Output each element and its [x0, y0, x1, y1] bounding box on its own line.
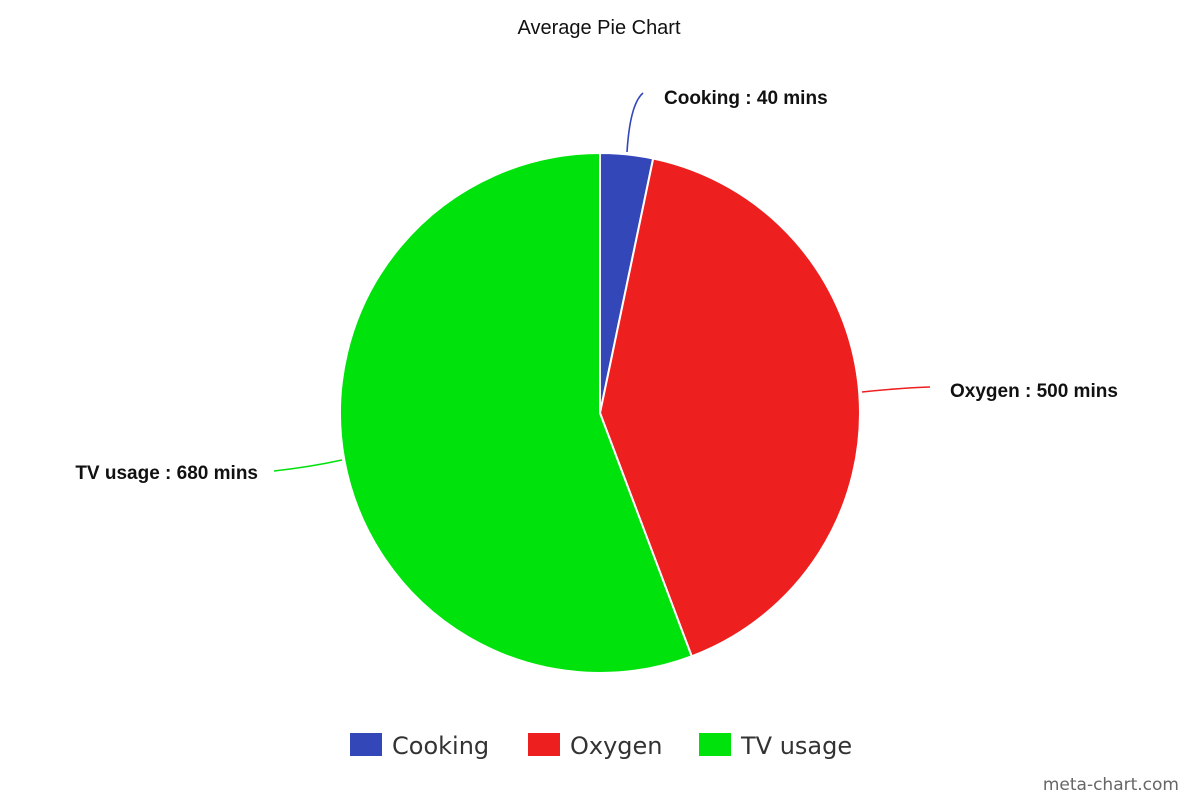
leader-line-tv-usage: [273, 459, 343, 472]
watermark: meta-chart.com: [1043, 775, 1179, 795]
pie-data-labels: Cooking : 40 mins Oxygen : 500 mins TV usa…: [75, 88, 1118, 484]
pie-slice-tv-usage: [339, 152, 693, 674]
pie-slice-oxygen: [599, 157, 861, 658]
data-label-cooking: Cooking : 40 mins: [664, 88, 828, 109]
legend-swatch-cooking: [350, 733, 382, 756]
data-label-tv-usage: TV usage : 680 mins: [75, 463, 258, 484]
pie-slices: [339, 152, 861, 674]
legend-label-cooking: Cooking: [392, 732, 489, 760]
data-label-oxygen: Oxygen : 500 mins: [950, 381, 1118, 402]
legend-label-tv-usage: TV usage: [740, 732, 852, 760]
pie-leader-lines: [273, 92, 931, 472]
legend-swatch-oxygen: [528, 733, 560, 756]
legend-label-oxygen: Oxygen: [570, 732, 663, 760]
leader-line-cooking: [626, 92, 644, 153]
legend-swatch-tv-usage: [699, 733, 731, 756]
leader-line-oxygen: [861, 386, 931, 393]
chart-legend: Cooking Oxygen TV usage: [350, 732, 852, 760]
chart-title: Average Pie Chart: [517, 17, 681, 39]
